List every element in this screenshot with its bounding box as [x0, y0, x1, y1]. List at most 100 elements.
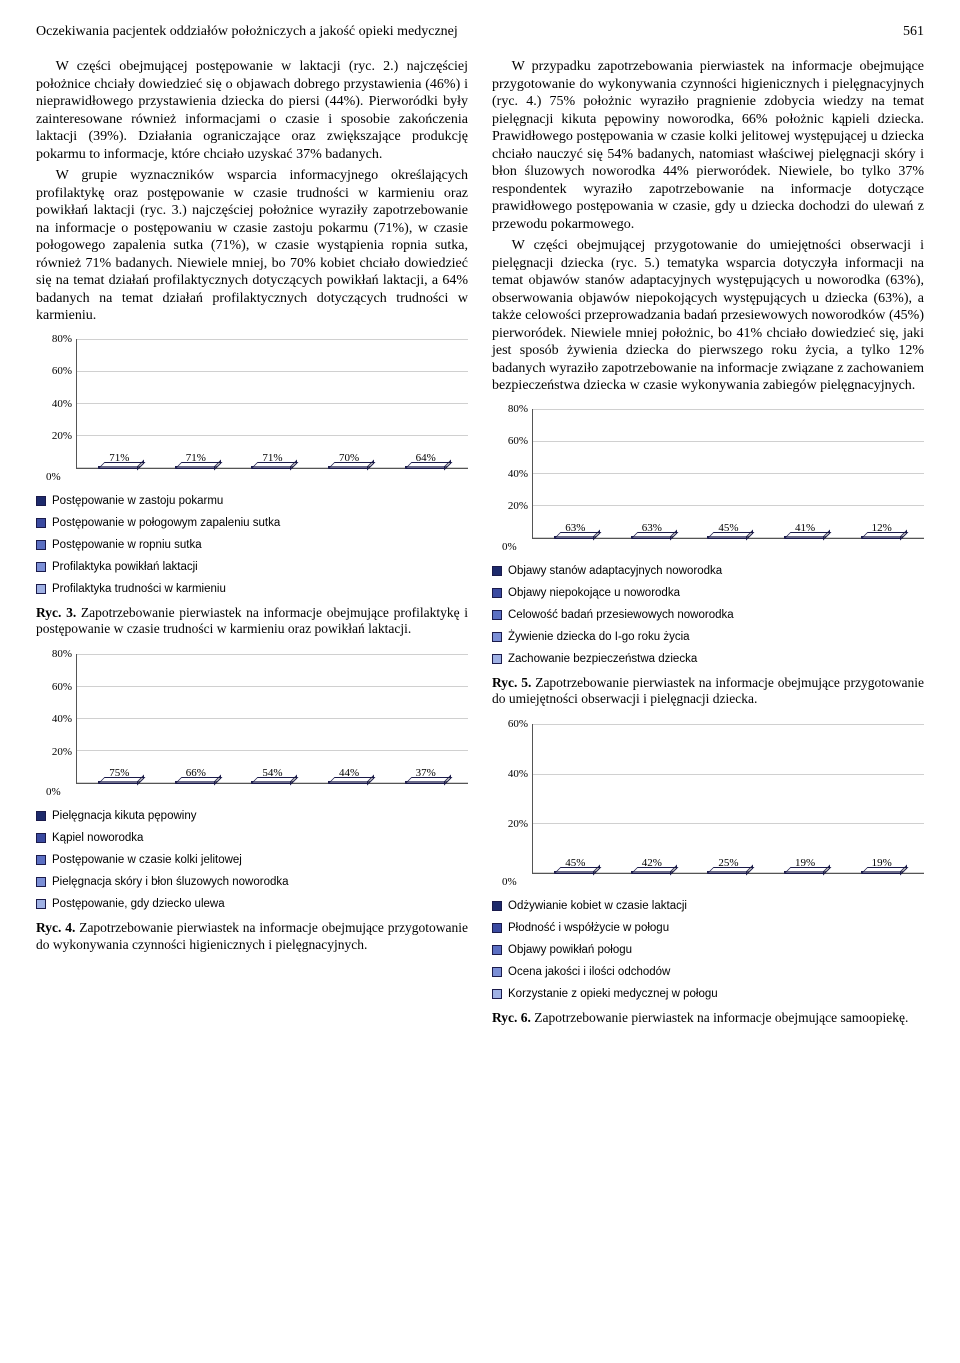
- legend-item: Profilaktyka trudności w karmieniu: [36, 583, 468, 595]
- legend-item: Pielęgnacja kikuta pępowiny: [36, 810, 468, 822]
- legend-swatch: [492, 588, 502, 598]
- page-number: 561: [903, 24, 924, 40]
- legend-label: Postępowanie w ropniu sutka: [52, 539, 202, 551]
- chart6-legend: Odżywianie kobiet w czasie laktacji Płodn…: [492, 900, 924, 1000]
- legend-label: Pielęgnacja kikuta pępowiny: [52, 810, 196, 822]
- chart3-legend: Postępowanie w zastoju pokarmu Postępowan…: [36, 495, 468, 595]
- legend-swatch: [492, 989, 502, 999]
- bar: 63%: [541, 522, 610, 538]
- chart4-legend: Pielęgnacja kikuta pępowinyKąpiel noworo…: [36, 810, 468, 910]
- legend-label: Objawy niepokojące u noworodka: [508, 587, 680, 599]
- legend-item: Żywienie dziecka do I-go roku życia: [492, 631, 924, 643]
- chart4-block: 20%40%60%80%75%66%54%44%37% 0% Pielęgnac…: [36, 654, 468, 910]
- chart4-caption-bold: Ryc. 4.: [36, 920, 75, 935]
- chart6-block: 20%40%60%45%42%25%19%19% 0% Odżywianie k…: [492, 724, 924, 1000]
- legend-item: Płodność i współżycie w połogu: [492, 922, 924, 934]
- legend-item: Objawy stanów adaptacyjnych noworodka: [492, 565, 924, 577]
- bar-rect: [554, 536, 596, 538]
- legend-label: Zachowanie bezpieczeństwa dziecka: [508, 653, 697, 665]
- content-columns: W części obejmującej postępowanie w lakt…: [36, 58, 924, 1043]
- left-para-2: W grupie wyznaczników wsparcia informacy…: [36, 167, 468, 325]
- bar: 42%: [618, 857, 687, 873]
- chart3-block: 20%40%60%80%71%71%71%70%64% 0% Postępowa…: [36, 339, 468, 595]
- bar: 41%: [771, 522, 840, 538]
- legend-label: Postępowanie w czasie kolki jelitowej: [52, 854, 242, 866]
- chart6-caption-bold: Ryc. 6.: [492, 1010, 531, 1025]
- bar-rect: [554, 871, 596, 873]
- bar-rect: [328, 781, 370, 783]
- bar: 19%: [771, 857, 840, 873]
- legend-item: Korzystanie z opieki medycznej w połogu: [492, 988, 924, 1000]
- bar: 37%: [391, 767, 460, 783]
- bar-rect: [328, 466, 370, 468]
- chart5-zero: 0%: [502, 541, 924, 553]
- legend-label: Objawy stanów adaptacyjnych noworodka: [508, 565, 722, 577]
- legend-swatch: [492, 967, 502, 977]
- bar: 25%: [694, 857, 763, 873]
- legend-item: Ocena jakości i ilości odchodów: [492, 966, 924, 978]
- legend-swatch: [492, 632, 502, 642]
- bar: 70%: [315, 452, 384, 468]
- running-title: Oczekiwania pacjentek oddziałów położnic…: [36, 24, 458, 40]
- bar: 66%: [162, 767, 231, 783]
- chart4-zero: 0%: [46, 786, 468, 798]
- chart3-zero: 0%: [46, 471, 468, 483]
- chart6-zero: 0%: [502, 876, 924, 888]
- bar-rect: [251, 466, 293, 468]
- legend-label: Pielęgnacja skóry i błon śluzowych nowor…: [52, 876, 289, 888]
- chart4: 20%40%60%80%75%66%54%44%37%: [36, 654, 468, 784]
- chart6: 20%40%60%45%42%25%19%19%: [492, 724, 924, 874]
- legend-swatch: [36, 496, 46, 506]
- legend-swatch: [492, 654, 502, 664]
- legend-label: Profilaktyka powikłań laktacji: [52, 561, 198, 573]
- legend-swatch: [492, 945, 502, 955]
- bar-rect: [631, 536, 673, 538]
- bar: 71%: [238, 452, 307, 468]
- legend-swatch: [36, 877, 46, 887]
- legend-label: Celowość badań przesiewowych noworodka: [508, 609, 734, 621]
- bar-rect: [175, 781, 217, 783]
- legend-item: Objawy niepokojące u noworodka: [492, 587, 924, 599]
- legend-label: Objawy powikłań połogu: [508, 944, 632, 956]
- bar: 54%: [238, 767, 307, 783]
- right-para-2: W części obejmującej przygotowanie do um…: [492, 237, 924, 395]
- bar: 44%: [315, 767, 384, 783]
- left-column: W części obejmującej postępowanie w lakt…: [36, 58, 468, 1043]
- legend-swatch: [36, 833, 46, 843]
- bar-rect: [251, 781, 293, 783]
- right-para-1: W przypadku zapotrzebowania pierwiastek …: [492, 58, 924, 233]
- chart5-caption-text: Zapotrzebowanie pierwiastek na informacj…: [492, 675, 924, 707]
- chart5-caption-bold: Ryc. 5.: [492, 675, 531, 690]
- bar-rect: [707, 871, 749, 873]
- legend-item: Postępowanie w ropniu sutka: [36, 539, 468, 551]
- bar: 63%: [618, 522, 687, 538]
- bar: 12%: [847, 522, 916, 538]
- chart5-caption: Ryc. 5. Zapotrzebowanie pierwiastek na i…: [492, 675, 924, 709]
- bar-rect: [631, 871, 673, 873]
- legend-label: Ocena jakości i ilości odchodów: [508, 966, 670, 978]
- bar: 45%: [541, 857, 610, 873]
- bar-rect: [784, 536, 826, 538]
- legend-swatch: [36, 518, 46, 528]
- chart5-block: 20%40%60%80%63%63%45%41%12% 0% Objawy st…: [492, 409, 924, 665]
- legend-item: Postępowanie w połogowym zapaleniu sutka: [36, 517, 468, 529]
- chart6-caption-text: Zapotrzebowanie pierwiastek na informacj…: [531, 1010, 908, 1025]
- bar: 19%: [847, 857, 916, 873]
- legend-label: Profilaktyka trudności w karmieniu: [52, 583, 226, 595]
- legend-swatch: [36, 811, 46, 821]
- chart3-caption-bold: Ryc. 3.: [36, 605, 76, 620]
- legend-item: Postępowanie w zastoju pokarmu: [36, 495, 468, 507]
- bar-rect: [861, 536, 903, 538]
- bar-rect: [861, 871, 903, 873]
- chart4-caption-text: Zapotrzebowanie pierwiastek na informacj…: [36, 920, 468, 952]
- legend-swatch: [36, 584, 46, 594]
- legend-item: Profilaktyka powikłań laktacji: [36, 561, 468, 573]
- bar-rect: [98, 781, 140, 783]
- legend-label: Żywienie dziecka do I-go roku życia: [508, 631, 690, 643]
- legend-item: Objawy powikłań połogu: [492, 944, 924, 956]
- legend-label: Korzystanie z opieki medycznej w połogu: [508, 988, 718, 1000]
- legend-label: Postępowanie w zastoju pokarmu: [52, 495, 223, 507]
- legend-item: Postępowanie w czasie kolki jelitowej: [36, 854, 468, 866]
- legend-item: Zachowanie bezpieczeństwa dziecka: [492, 653, 924, 665]
- legend-item: Odżywianie kobiet w czasie laktacji: [492, 900, 924, 912]
